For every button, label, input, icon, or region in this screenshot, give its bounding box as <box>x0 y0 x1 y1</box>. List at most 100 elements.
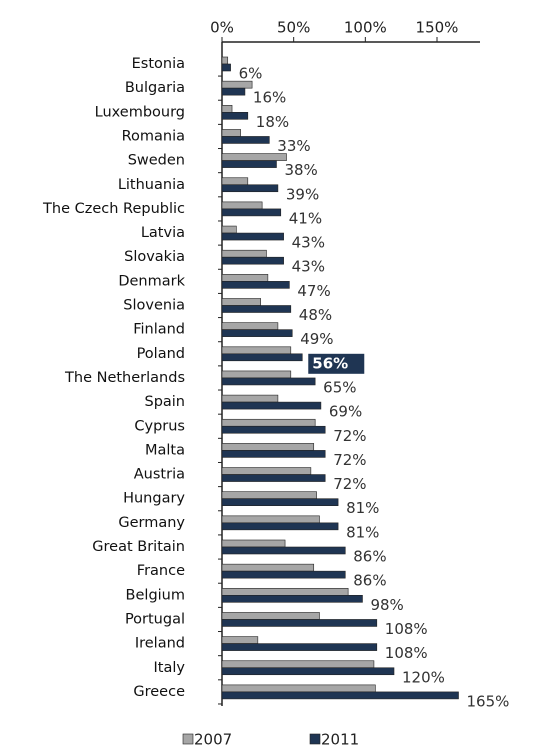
value-label: 56% <box>312 354 348 372</box>
value-label: 69% <box>329 403 362 421</box>
category-label: Austria <box>134 467 185 483</box>
bar <box>221 225 237 234</box>
bar <box>221 160 277 168</box>
bar <box>221 691 459 700</box>
bar <box>221 563 315 572</box>
bar <box>221 474 326 482</box>
bar <box>221 522 339 531</box>
value-label: 39% <box>286 185 319 203</box>
bar <box>221 594 363 603</box>
bar <box>221 232 284 241</box>
bar <box>221 667 395 676</box>
bar <box>221 346 292 355</box>
bar <box>221 546 346 555</box>
value-label: 98% <box>370 596 403 614</box>
bar <box>221 353 303 362</box>
bar <box>221 515 320 524</box>
legend-swatch <box>182 733 194 745</box>
bar <box>221 249 267 258</box>
bar <box>221 322 279 330</box>
bar <box>221 377 316 386</box>
bar <box>221 105 233 113</box>
bar <box>221 619 378 627</box>
bar <box>221 80 253 89</box>
bar <box>221 177 249 186</box>
bar <box>221 401 322 410</box>
category-label: Germany <box>118 515 185 531</box>
value-label: 41% <box>289 209 322 227</box>
bar <box>221 643 378 651</box>
bar <box>221 87 246 96</box>
category-label: Greece <box>133 684 185 700</box>
bar <box>221 136 270 144</box>
value-label: 48% <box>299 306 332 324</box>
category-label: Italy <box>154 660 186 676</box>
value-label: 108% <box>385 644 428 662</box>
bar <box>221 570 346 579</box>
category-label: Hungary <box>123 491 185 507</box>
bar <box>221 418 316 427</box>
bar <box>221 129 241 137</box>
bar <box>221 305 292 313</box>
bar <box>221 274 269 282</box>
x-tick-label: 50% <box>277 19 310 37</box>
x-tick-label: 150% <box>416 19 459 37</box>
category-label: Luxembourg <box>95 104 185 120</box>
category-label: Estonia <box>132 56 185 72</box>
category-label: Belgium <box>126 587 185 603</box>
category-label: France <box>137 563 185 579</box>
highlight-box <box>308 353 365 374</box>
bar <box>221 184 279 193</box>
category-label: Poland <box>137 346 185 362</box>
value-label: 49% <box>300 330 333 348</box>
category-label: Malta <box>145 442 185 458</box>
bar <box>221 201 263 210</box>
value-label: 72% <box>333 427 366 445</box>
value-label: 165% <box>467 692 510 710</box>
bar <box>221 684 376 693</box>
category-label: Portugal <box>125 611 185 627</box>
value-label: 6% <box>239 65 263 83</box>
value-label: 81% <box>346 499 379 517</box>
bar <box>221 370 292 379</box>
bar <box>221 467 312 475</box>
category-label: Slovakia <box>124 249 185 265</box>
value-label: 38% <box>284 161 317 179</box>
bar <box>221 63 231 72</box>
category-label: Latvia <box>141 225 185 241</box>
bar <box>221 112 249 120</box>
bar <box>221 329 293 337</box>
bar <box>221 636 259 644</box>
bar <box>221 660 375 669</box>
value-label: 47% <box>297 282 330 300</box>
category-label: Ireland <box>135 636 185 652</box>
legend-swatch <box>309 733 321 745</box>
bar <box>221 491 317 500</box>
category-label: Spain <box>144 394 185 410</box>
category-label: Lithuania <box>118 177 185 193</box>
value-label: 86% <box>353 548 386 566</box>
bar <box>221 256 284 265</box>
value-label: 33% <box>277 137 310 155</box>
x-tick-label: 100% <box>344 19 387 37</box>
value-label: 108% <box>385 620 428 638</box>
bar <box>221 443 315 451</box>
bar <box>221 612 320 620</box>
value-label: 86% <box>353 572 386 590</box>
category-label: Slovenia <box>123 298 185 314</box>
bar <box>221 153 287 161</box>
bar <box>221 298 262 306</box>
category-label: Romania <box>122 128 185 144</box>
value-label: 16% <box>253 89 286 107</box>
bar <box>221 425 326 434</box>
value-label: 72% <box>333 451 366 469</box>
category-label: Finland <box>133 322 185 338</box>
value-label: 81% <box>346 523 379 541</box>
bar <box>221 498 339 507</box>
value-label: 72% <box>333 475 366 493</box>
value-label: 120% <box>402 668 445 686</box>
legend-label: 2007 <box>194 731 232 747</box>
legend-label: 2011 <box>321 731 359 747</box>
category-label: The Czech Republic <box>42 201 185 217</box>
